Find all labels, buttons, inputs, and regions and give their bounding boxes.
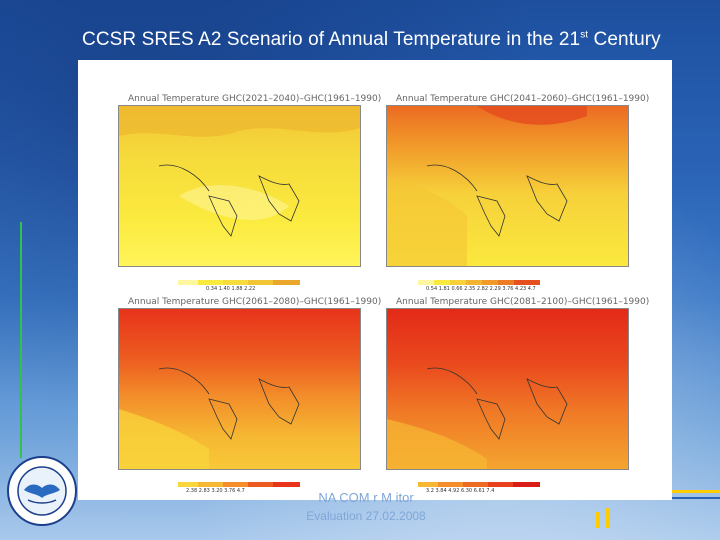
colorbar-values-3: 2.38 2.83 3.20 3.76 4.7 xyxy=(186,488,245,494)
map-2081-2100 xyxy=(386,308,629,470)
map-title-2: Annual Temperature GHC(2041–2060)–GHC(19… xyxy=(396,94,650,104)
colorbar-4 xyxy=(418,482,540,487)
map-2021-2040 xyxy=(118,105,361,267)
maps-panel: Annual Temperature GHC(2021–2040)–GHC(19… xyxy=(78,60,672,500)
decorative-blue-line xyxy=(672,497,720,499)
map-title-3: Annual Temperature GHC(2061–2080)–GHC(19… xyxy=(128,297,382,307)
map-title-1: Annual Temperature GHC(2021–2040)–GHC(19… xyxy=(128,94,382,104)
map-title-4: Annual Temperature GHC(2081–2100)–GHC(19… xyxy=(396,297,650,307)
brand-mark-icon xyxy=(596,508,610,528)
slide-title: CCSR SRES A2 Scenario of Annual Temperat… xyxy=(82,29,661,50)
colorbar-3 xyxy=(178,482,300,487)
map-2061-2080 xyxy=(118,308,361,470)
colorbar-values-1: 0.34 1.40 1.88 2.22 xyxy=(206,286,256,292)
colorbar-values-4: 3.2 3.84 4.92 6.30 6.61 7.4 xyxy=(426,488,495,494)
colorbar-values-2: 0.54 1.81 0.66 2.35 2.82 2.29 3.76 4.23 … xyxy=(426,286,536,292)
colorbar-2 xyxy=(418,280,540,285)
footer-line-1: NA COM r M itor xyxy=(318,490,414,505)
organization-logo-icon xyxy=(7,456,77,526)
decorative-green-line xyxy=(20,222,22,458)
footer-line-2: Evaluation 27.02.2008 xyxy=(306,509,426,523)
colorbar-1 xyxy=(178,280,300,285)
decorative-yellow-line xyxy=(672,490,720,493)
map-2041-2060 xyxy=(386,105,629,267)
